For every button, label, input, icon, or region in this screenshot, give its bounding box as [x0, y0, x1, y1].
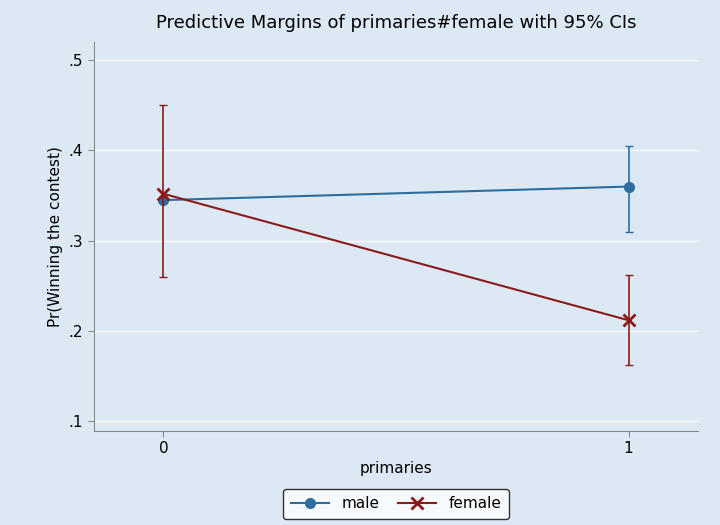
- X-axis label: primaries: primaries: [359, 461, 433, 477]
- Y-axis label: Pr(Winning the contest): Pr(Winning the contest): [48, 146, 63, 327]
- Legend: male, female: male, female: [284, 489, 508, 519]
- Title: Predictive Margins of primaries#female with 95% CIs: Predictive Margins of primaries#female w…: [156, 14, 636, 32]
